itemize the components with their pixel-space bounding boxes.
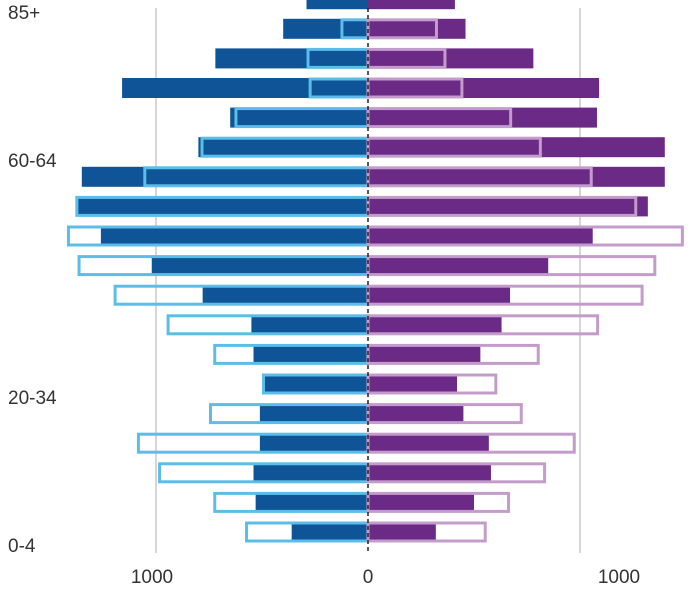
bar-right-outline-4 <box>366 403 523 425</box>
bar-right-filled-13 <box>368 137 665 158</box>
bar-right-outline-9 <box>366 255 657 277</box>
bar-right-filled-1 <box>368 492 474 513</box>
bar-left-filled-11 <box>75 196 368 217</box>
bar-right-filled-8 <box>368 285 511 306</box>
bar-left-filled-2 <box>253 462 368 483</box>
bar-right-filled-4 <box>368 403 464 424</box>
bar-right-filled-10 <box>368 226 593 246</box>
bar-right-filled-7 <box>368 314 502 335</box>
bar-right-filled-12 <box>368 166 665 187</box>
bar-left-filled-3 <box>259 433 368 454</box>
bar-right-outline-13 <box>366 136 542 158</box>
bar-right-filled-3 <box>368 433 489 454</box>
x-tick-right: 1000 <box>598 567 640 588</box>
x-tick-left: 1000 <box>131 567 173 588</box>
bar-left-filled-4 <box>259 403 368 424</box>
bar-right-filled-18 <box>368 0 455 10</box>
bar-left-filled-5 <box>264 374 368 394</box>
bar-left-filled-6 <box>253 344 368 365</box>
bar-right-filled-9 <box>368 255 549 276</box>
bar-left-filled-10 <box>100 226 368 246</box>
bar-left-filled-15 <box>122 78 368 98</box>
y-axis-labels: 0-4 20-34 60-64 85+ <box>8 3 57 557</box>
bar-right-filled-2 <box>368 462 491 483</box>
bar-right-filled-11 <box>368 196 648 217</box>
bar-right-outline-1 <box>366 491 511 513</box>
x-tick-center: 0 <box>363 567 374 588</box>
bar-right-filled-0 <box>368 522 436 542</box>
bars <box>66 0 684 543</box>
bar-right-outline-0 <box>366 521 487 543</box>
bar-left-filled-9 <box>151 255 368 276</box>
bar-left-filled-1 <box>255 492 368 513</box>
bar-right-filled-6 <box>368 344 481 365</box>
x-axis-ticks: 1000 0 1000 <box>131 567 640 588</box>
bar-left-filled-12 <box>81 166 369 187</box>
bar-right-outline-14 <box>366 107 513 129</box>
bar-right-filled-5 <box>368 374 458 394</box>
y-label-20-34: 20-34 <box>8 388 57 409</box>
bar-left-filled-16 <box>215 48 368 69</box>
bar-left-filled-8 <box>202 285 368 306</box>
bar-right-filled-15 <box>368 78 600 98</box>
bar-left-filled-7 <box>251 314 368 335</box>
bar-right-filled-16 <box>368 48 534 69</box>
bar-right-filled-17 <box>368 18 466 39</box>
bar-left-filled-0 <box>291 522 368 542</box>
y-label-0-4: 0-4 <box>8 536 36 557</box>
y-label-60-64: 60-64 <box>8 151 57 172</box>
y-label-85-: 85+ <box>8 3 40 24</box>
bar-left-filled-18 <box>306 0 368 10</box>
bar-left-filled-14 <box>230 107 368 128</box>
bar-right-filled-14 <box>368 107 597 128</box>
gridlines <box>155 8 581 553</box>
bar-right-outline-5 <box>366 373 498 395</box>
bar-left-filled-13 <box>198 137 368 158</box>
bar-left-filled-17 <box>283 18 368 39</box>
bar-right-outline-17 <box>366 18 438 40</box>
